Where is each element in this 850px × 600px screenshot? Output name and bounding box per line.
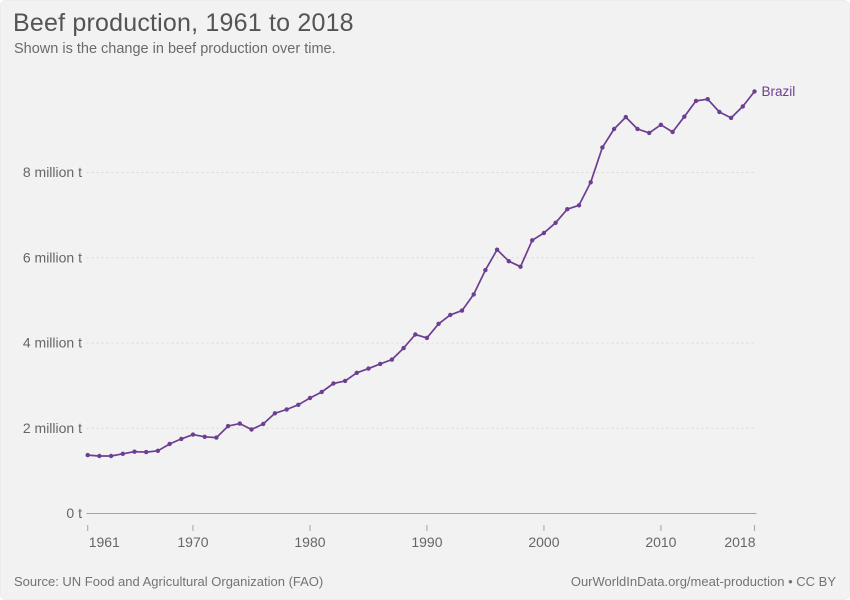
data-point[interactable] xyxy=(658,122,664,128)
data-point[interactable] xyxy=(85,452,90,458)
y-axis-tick-label: 4 million t xyxy=(23,335,82,351)
data-point[interactable] xyxy=(506,259,511,264)
chart-subtitle: Shown is the change in beef production o… xyxy=(14,41,336,57)
data-point[interactable] xyxy=(494,247,500,252)
data-point[interactable] xyxy=(378,361,383,367)
data-point[interactable] xyxy=(307,395,313,401)
data-point[interactable] xyxy=(728,115,734,121)
data-point[interactable] xyxy=(342,378,348,384)
x-axis-tick-label: 1970 xyxy=(177,534,208,550)
data-point[interactable] xyxy=(225,423,231,429)
chart-title: Beef production, 1961 to 2018 xyxy=(13,9,354,37)
x-axis-tick-label: 1980 xyxy=(294,534,325,550)
data-point[interactable] xyxy=(167,441,172,447)
y-axis-tick-label: 0 t xyxy=(66,505,82,521)
attribution-link[interactable]: OurWorldInData.org/meat-production • CC … xyxy=(570,574,836,589)
data-point[interactable] xyxy=(693,98,699,104)
y-axis-tick-label: 6 million t xyxy=(23,249,82,265)
x-axis-tick-label: 2010 xyxy=(645,534,676,550)
data-point[interactable] xyxy=(705,97,710,102)
data-point[interactable] xyxy=(483,267,488,273)
data-point[interactable] xyxy=(249,427,254,432)
y-axis-tick-label: 8 million t xyxy=(23,164,82,180)
data-point[interactable] xyxy=(284,407,289,412)
data-point[interactable] xyxy=(518,264,523,269)
y-axis-tick-label: 2 million t xyxy=(23,420,82,436)
data-point[interactable] xyxy=(740,104,745,109)
data-point[interactable] xyxy=(436,321,441,326)
data-point[interactable] xyxy=(752,89,757,94)
x-axis-tick-label: 1961 xyxy=(89,534,120,550)
data-point[interactable] xyxy=(530,238,535,243)
data-point[interactable] xyxy=(354,370,359,375)
data-point[interactable] xyxy=(471,292,476,297)
data-point[interactable] xyxy=(319,389,324,395)
data-point[interactable] xyxy=(588,180,593,185)
data-point[interactable] xyxy=(237,421,242,426)
data-point[interactable] xyxy=(717,109,722,115)
data-point[interactable] xyxy=(576,203,582,208)
data-point[interactable] xyxy=(179,436,184,442)
data-point[interactable] xyxy=(120,451,126,456)
data-point[interactable] xyxy=(97,453,102,459)
data-point[interactable] xyxy=(296,402,301,407)
data-point[interactable] xyxy=(155,448,161,453)
chart-footer: Source: UN Food and Agricultural Organiz… xyxy=(1,574,849,589)
data-point[interactable] xyxy=(670,129,675,135)
data-point[interactable] xyxy=(108,453,114,459)
source-note: Source: UN Food and Agricultural Organiz… xyxy=(14,574,324,589)
data-point[interactable] xyxy=(565,207,570,212)
data-point[interactable] xyxy=(401,345,406,351)
data-point[interactable] xyxy=(389,357,395,362)
data-point[interactable] xyxy=(202,434,207,439)
data-point[interactable] xyxy=(553,220,558,225)
data-point[interactable] xyxy=(144,449,149,455)
data-point[interactable] xyxy=(623,114,628,120)
data-point[interactable] xyxy=(331,381,336,386)
data-point[interactable] xyxy=(459,308,465,313)
data-point[interactable] xyxy=(448,312,453,318)
data-point[interactable] xyxy=(600,145,605,150)
data-point[interactable] xyxy=(190,432,196,437)
x-axis-tick-label: 2000 xyxy=(528,534,559,550)
data-point[interactable] xyxy=(647,130,652,136)
data-point[interactable] xyxy=(424,335,430,341)
data-point[interactable] xyxy=(635,126,640,132)
data-point[interactable] xyxy=(261,421,266,427)
x-axis-tick-label: 1990 xyxy=(411,534,442,550)
series-label-brazil[interactable]: Brazil xyxy=(762,84,796,99)
x-axis-tick-label: 2018 xyxy=(724,534,755,550)
data-point[interactable] xyxy=(611,126,617,132)
data-point[interactable] xyxy=(272,411,278,416)
data-point[interactable] xyxy=(366,366,371,371)
data-point[interactable] xyxy=(682,114,687,119)
series-line-brazil[interactable] xyxy=(86,90,756,457)
data-point[interactable] xyxy=(132,449,137,454)
data-point[interactable] xyxy=(541,230,547,236)
data-point[interactable] xyxy=(214,435,219,440)
data-point[interactable] xyxy=(413,332,418,337)
